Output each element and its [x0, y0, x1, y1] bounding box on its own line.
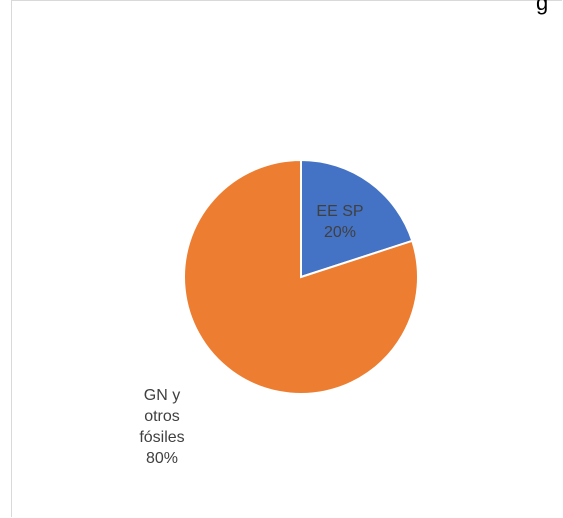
pie-labels: EE SP 20% GN y otros fósiles 80% [139, 203, 363, 467]
pie-slices [183, 158, 419, 395]
pie-slice-1 [300, 158, 414, 279]
pie-slice-label-line: EE SP [316, 203, 363, 220]
chart-title-fragment: g [536, 0, 549, 15]
pie-slice-label-2: GN y otros fósiles 80% [139, 387, 184, 467]
pie-slice-label-1: EE SP 20% [316, 203, 363, 241]
pie-slice-label-line: GN y [144, 387, 180, 404]
pie-slice-label-line: fósiles [139, 429, 184, 446]
pie-slice-label-line: otros [144, 408, 180, 425]
pie-slice-label-line: 80% [146, 450, 178, 467]
pie-slice-2 [183, 158, 419, 395]
pie-slice-label-line: 20% [324, 224, 356, 241]
